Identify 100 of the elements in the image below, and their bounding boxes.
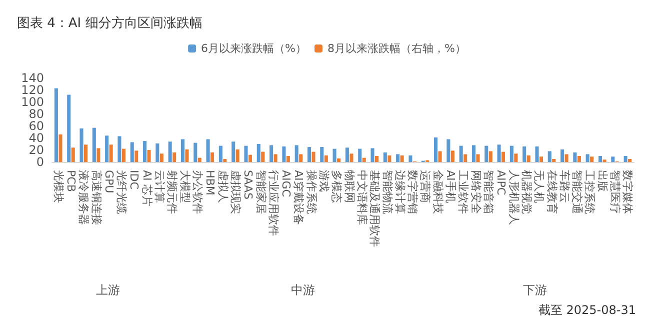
x-tick-label: PCB (64, 170, 78, 192)
x-tick-label: 网络安全 (469, 170, 482, 214)
bar (573, 152, 577, 162)
y-tick-label: 60 (28, 119, 44, 133)
y-tick-label: 120 (21, 83, 44, 97)
x-tick-label: AIPC (494, 170, 508, 196)
y-tick-label: 80 (28, 107, 44, 121)
bar (130, 142, 134, 162)
x-tick-label: 光纤光缆 (115, 170, 128, 214)
x-tick-label: 工控系统 (583, 170, 596, 214)
bar (539, 156, 544, 162)
bar (294, 145, 298, 162)
bar (210, 152, 214, 162)
chart-title: 图表 4：AI 细分方向区间涨跌幅 (17, 15, 202, 31)
bar (180, 139, 184, 162)
text: 上游 (96, 283, 120, 297)
legend-label: 6月以来涨跌幅（%） (201, 42, 306, 55)
bar (261, 152, 265, 162)
bar (54, 88, 58, 162)
bar (438, 151, 442, 162)
bar (628, 159, 632, 162)
x-tick-label: 行业应用软件 (266, 170, 280, 236)
bar (282, 146, 286, 162)
text: 下游 (523, 283, 547, 297)
bar (337, 158, 341, 162)
x-tick-label: 智能物流 (380, 170, 394, 214)
x-tick-label: 车路云 (558, 170, 571, 203)
x-tick-label: 射频元件 (166, 170, 179, 214)
bar (324, 155, 328, 162)
bar (514, 154, 518, 162)
bar (350, 154, 354, 162)
bar (109, 144, 113, 162)
bar (198, 158, 202, 162)
bar (67, 94, 71, 162)
bar (244, 146, 248, 162)
bar (502, 152, 506, 162)
x-tick-label: 虚拟现实 (228, 170, 242, 214)
bar (84, 144, 88, 162)
bar (134, 150, 138, 162)
x-tick-label: 无人机 (532, 170, 546, 203)
bar (172, 152, 176, 162)
bar (370, 148, 374, 162)
y-tick-label: 20 (28, 143, 44, 157)
text: 中游 (291, 283, 315, 297)
bar (194, 142, 198, 162)
x-tick-label: GPU (102, 170, 116, 194)
bar (185, 149, 189, 162)
bar (362, 158, 366, 162)
y-tick-label: 100 (21, 95, 44, 109)
x-tick-label: 人形机器人 (507, 170, 520, 225)
x-tick-label: 光模块 (52, 170, 65, 203)
x-tick-label: AI 芯片 (140, 170, 154, 206)
bar (332, 148, 336, 162)
bar (484, 146, 488, 162)
bar (400, 155, 404, 162)
x-tick-label: 边缘计算 (393, 170, 406, 214)
x-tick-label: 游戏 (318, 170, 331, 192)
bar (232, 142, 236, 162)
bar (611, 156, 615, 162)
bar (358, 148, 362, 162)
bar (118, 136, 122, 162)
x-tick-label: 办公软件 (191, 170, 204, 214)
bar (472, 145, 476, 162)
x-tick-label: 中文语料库 (355, 170, 368, 225)
x-tick-label: SAAS (242, 170, 255, 200)
bar (156, 143, 160, 162)
bar (510, 146, 514, 162)
bar (299, 154, 303, 162)
bar (396, 154, 400, 162)
x-tick-label: 机器视觉 (520, 170, 533, 214)
bar (248, 154, 252, 162)
y-tick-label: 40 (28, 131, 44, 145)
x-tick-label: 智能音箱 (482, 170, 495, 214)
bar (58, 134, 62, 162)
x-tick-label: 基础及通用软件 (368, 170, 382, 247)
bar (160, 154, 164, 162)
bar (274, 154, 278, 162)
text: 截至 2025-08-31 (538, 303, 636, 317)
bar (488, 151, 492, 162)
bar (312, 152, 316, 162)
x-tick-label: AIGC (280, 170, 293, 198)
x-tick-label: 数字媒体 (621, 170, 634, 214)
y-tick-label: 140 (21, 71, 44, 85)
y-tick-label: 0 (36, 155, 44, 169)
x-tick-label: IDC (128, 170, 141, 190)
x-tick-label: 多模态 (330, 170, 344, 203)
x-tick-label: 智慧医疗 (608, 170, 622, 214)
bar (256, 144, 260, 162)
bar (590, 156, 594, 162)
bar (624, 156, 628, 162)
bar (142, 141, 147, 162)
bar (522, 146, 526, 162)
bar (464, 154, 468, 162)
x-tick-label: 智能交通 (570, 170, 584, 214)
bar (434, 137, 438, 162)
bar (388, 155, 392, 162)
x-tick-label: HBM (204, 170, 217, 196)
bar (450, 150, 454, 162)
bar (122, 148, 126, 162)
legend-label: 8月以来涨跌幅（右轴，%） (328, 42, 466, 55)
